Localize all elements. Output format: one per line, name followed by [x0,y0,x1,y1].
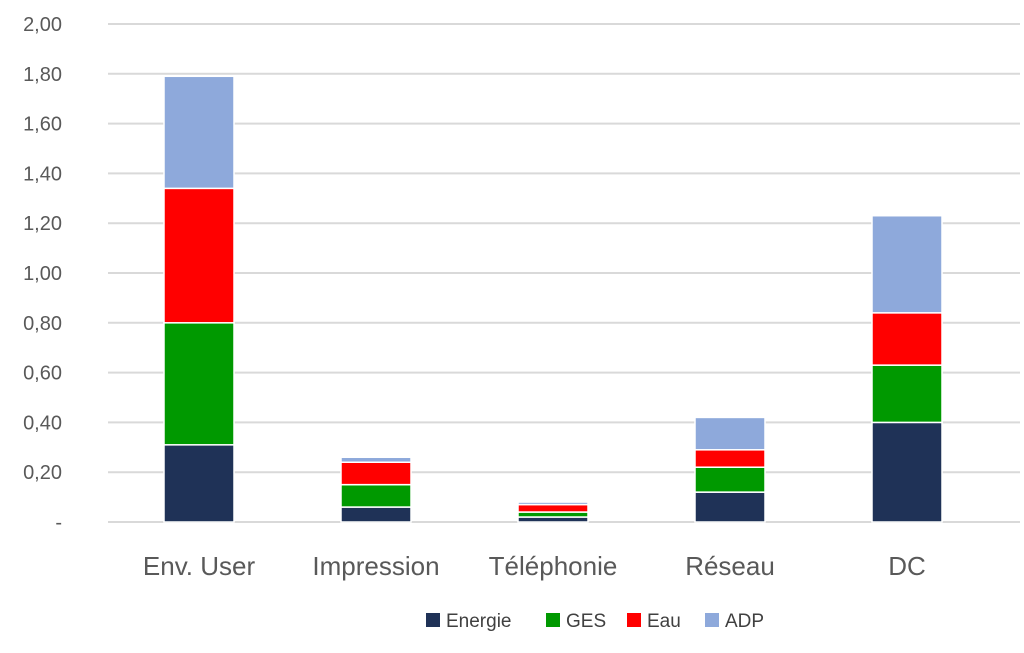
x-category-label: DC [888,551,926,581]
bars [163,75,943,523]
legend-label: ADP [725,611,764,632]
y-tick-label: 0,80 [23,313,62,335]
y-tick-label: 0,60 [23,363,62,385]
bar-segment-eau [163,187,235,324]
bar-segment-eau [340,461,412,486]
y-tick-label: 1,00 [23,263,62,285]
bar-segment-adp [871,214,943,314]
x-axis-category-labels: Env. User Impression Téléphonie Réseau DC [143,551,926,581]
bar-stack [163,75,235,523]
bar-segment-energie [694,491,766,523]
legend-label: Energie [446,611,512,632]
legend-label: GES [566,611,606,632]
bar-segment-energie [163,444,235,523]
legend-swatch [705,613,719,627]
bar-segment-eau [517,503,589,513]
y-tick-label: - [55,512,62,534]
legend: Energie GES Eau ADP [426,611,764,632]
grid-lines [108,23,1020,523]
bar-segment-adp [517,501,589,506]
y-axis-tick-labels: - 0,20 0,40 0,60 0,80 1,00 1,20 1,40 1,60 1,80 2,0… [23,14,62,534]
y-tick-label: 1,60 [23,114,62,136]
x-category-label: Réseau [685,551,775,581]
bar-segment-ges [694,466,766,493]
bar-stack [694,416,766,523]
bar-stack [517,501,589,523]
y-tick-label: 2,00 [23,14,62,36]
bar-segment-adp [340,456,412,463]
bar-segment-ges [163,322,235,446]
y-tick-label: 0,40 [23,412,62,434]
bar-segment-energie [340,506,412,523]
legend-item: Energie [426,611,512,632]
y-tick-label: 0,20 [23,462,62,484]
y-tick-label: 1,80 [23,64,62,86]
x-category-label: Impression [312,551,439,581]
legend-item: GES [546,611,606,632]
bar-stack [871,214,943,523]
bar-stack [340,456,412,523]
bar-segment-eau [871,312,943,366]
bar-segment-adp [163,75,235,190]
y-tick-label: 1,40 [23,163,62,185]
legend-swatch [426,613,440,627]
legend-swatch [627,613,641,627]
x-category-label: Env. User [143,551,256,581]
legend-item: Eau [627,611,681,632]
bar-segment-ges [340,483,412,508]
legend-label: Eau [647,611,681,632]
x-category-label: Téléphonie [489,551,618,581]
legend-swatch [546,613,560,627]
y-tick-label: 1,20 [23,213,62,235]
bar-segment-energie [871,421,943,523]
bar-segment-ges [871,364,943,424]
bar-segment-adp [694,416,766,451]
bar-segment-eau [694,449,766,468]
legend-item: ADP [705,611,764,632]
